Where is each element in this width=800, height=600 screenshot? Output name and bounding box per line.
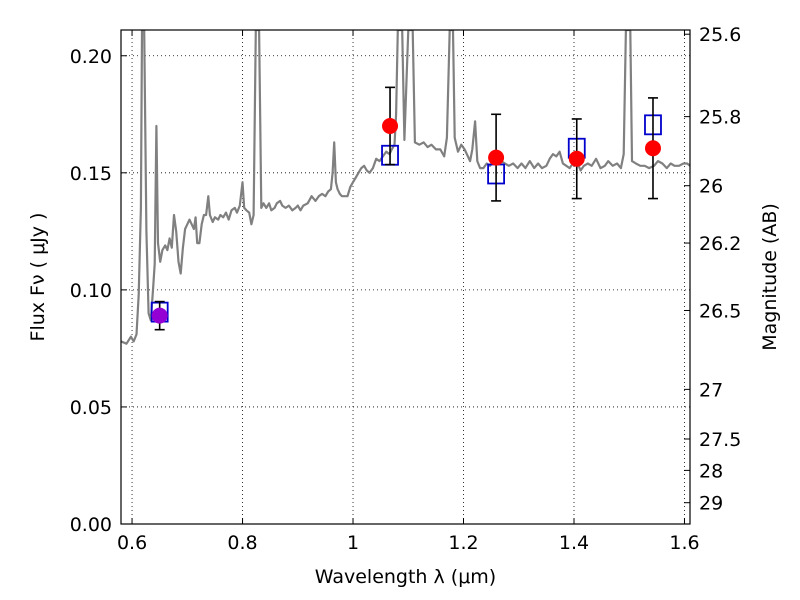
- y2-tick-label: 28: [699, 460, 723, 482]
- plot-frame: [120, 29, 691, 525]
- y2-tick-label: 26.2: [699, 233, 741, 255]
- y2-tick-label: 27.5: [699, 429, 741, 451]
- observed-flux-point: [568, 150, 585, 167]
- x-tick-label: 1: [347, 532, 359, 554]
- y-tick-label: 0.10: [70, 280, 112, 302]
- y2-tick-label: 25.6: [699, 24, 741, 46]
- y-tick-label: 0.20: [70, 46, 112, 68]
- x-axis-label: Wavelength λ (μm): [315, 566, 496, 588]
- observed-flux-point: [151, 307, 168, 324]
- x-tick-label: 1.4: [559, 532, 589, 554]
- y-tick-label: 0.00: [70, 514, 112, 536]
- x-tick-label: 0.6: [117, 532, 147, 554]
- axis-ticks: 0.6 0.8 1 1.2 1.4 1.6 0.00 0.05 0.10 0.15 0.20 25.6…: [70, 24, 742, 554]
- observed-flux-point: [382, 117, 399, 134]
- y2-tick-label: 25.8: [699, 107, 741, 129]
- observed-flux-point: [644, 140, 661, 157]
- y2-tick-label: 29: [699, 493, 723, 515]
- y-axis-label: Flux Fν ( μJy ): [27, 213, 49, 342]
- y-tick-label: 0.15: [70, 163, 112, 185]
- x-tick-label: 0.8: [227, 532, 257, 554]
- y2-tick-label: 26: [699, 176, 723, 198]
- y2-tick-label: 27: [699, 379, 723, 401]
- y2-axis-label: Magnitude (AB): [759, 203, 781, 351]
- x-tick-label: 1.2: [448, 532, 478, 554]
- x-tick-label: 1.6: [669, 532, 699, 554]
- grid-lines: [121, 30, 690, 524]
- plot-area: [121, 30, 690, 345]
- y-tick-label: 0.05: [70, 397, 112, 419]
- observed-flux-point: [488, 149, 505, 166]
- model-spectrum-line: [121, 30, 690, 345]
- y2-tick-label: 26.5: [699, 300, 741, 322]
